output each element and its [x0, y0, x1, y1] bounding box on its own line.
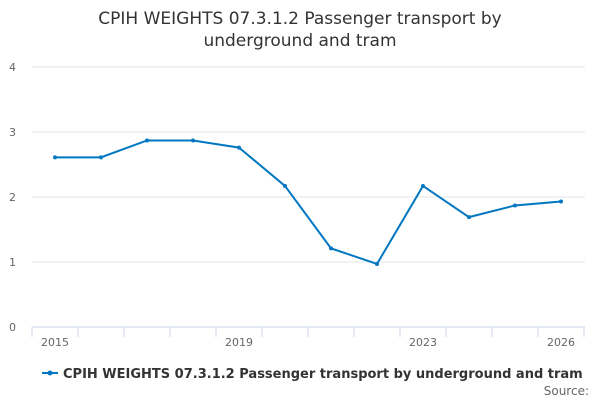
data-point-2016[interactable]: [99, 155, 103, 160]
data-point-2017[interactable]: [145, 138, 149, 143]
data-point-2026[interactable]: [559, 199, 563, 204]
data-point-2020[interactable]: [283, 183, 287, 188]
chart-title-line-2: underground and tram: [203, 31, 396, 51]
y-tick-label: 1: [9, 256, 16, 269]
data-point-2019[interactable]: [237, 145, 241, 150]
chart-title-line-1: CPIH WEIGHTS 07.3.1.2 Passenger transpor…: [98, 9, 501, 29]
data-point-2025[interactable]: [513, 203, 517, 208]
data-point-2024[interactable]: [467, 215, 471, 220]
y-tick-label: 2: [9, 191, 16, 204]
data-point-2018[interactable]: [191, 138, 195, 143]
x-tick-label: 2023: [409, 336, 437, 349]
y-tick-label: 4: [9, 61, 16, 74]
data-point-2015[interactable]: [53, 155, 57, 160]
source-credit: Source:: [544, 384, 589, 398]
x-tick-label: 2019: [225, 336, 253, 349]
data-point-2023[interactable]: [421, 183, 425, 188]
x-tick-label: 2026: [547, 336, 575, 349]
data-point-2022[interactable]: [375, 261, 379, 266]
legend[interactable]: CPIH WEIGHTS 07.3.1.2 Passenger transpor…: [42, 367, 583, 382]
x-tick-label: 2015: [41, 336, 69, 349]
legend-label[interactable]: CPIH WEIGHTS 07.3.1.2 Passenger transpor…: [63, 367, 583, 382]
series-line: [55, 139, 562, 266]
legend-marker: [47, 370, 53, 376]
y-tick-label: 3: [9, 126, 16, 139]
data-point-2021[interactable]: [329, 246, 333, 251]
y-tick-label: 0: [9, 321, 16, 334]
